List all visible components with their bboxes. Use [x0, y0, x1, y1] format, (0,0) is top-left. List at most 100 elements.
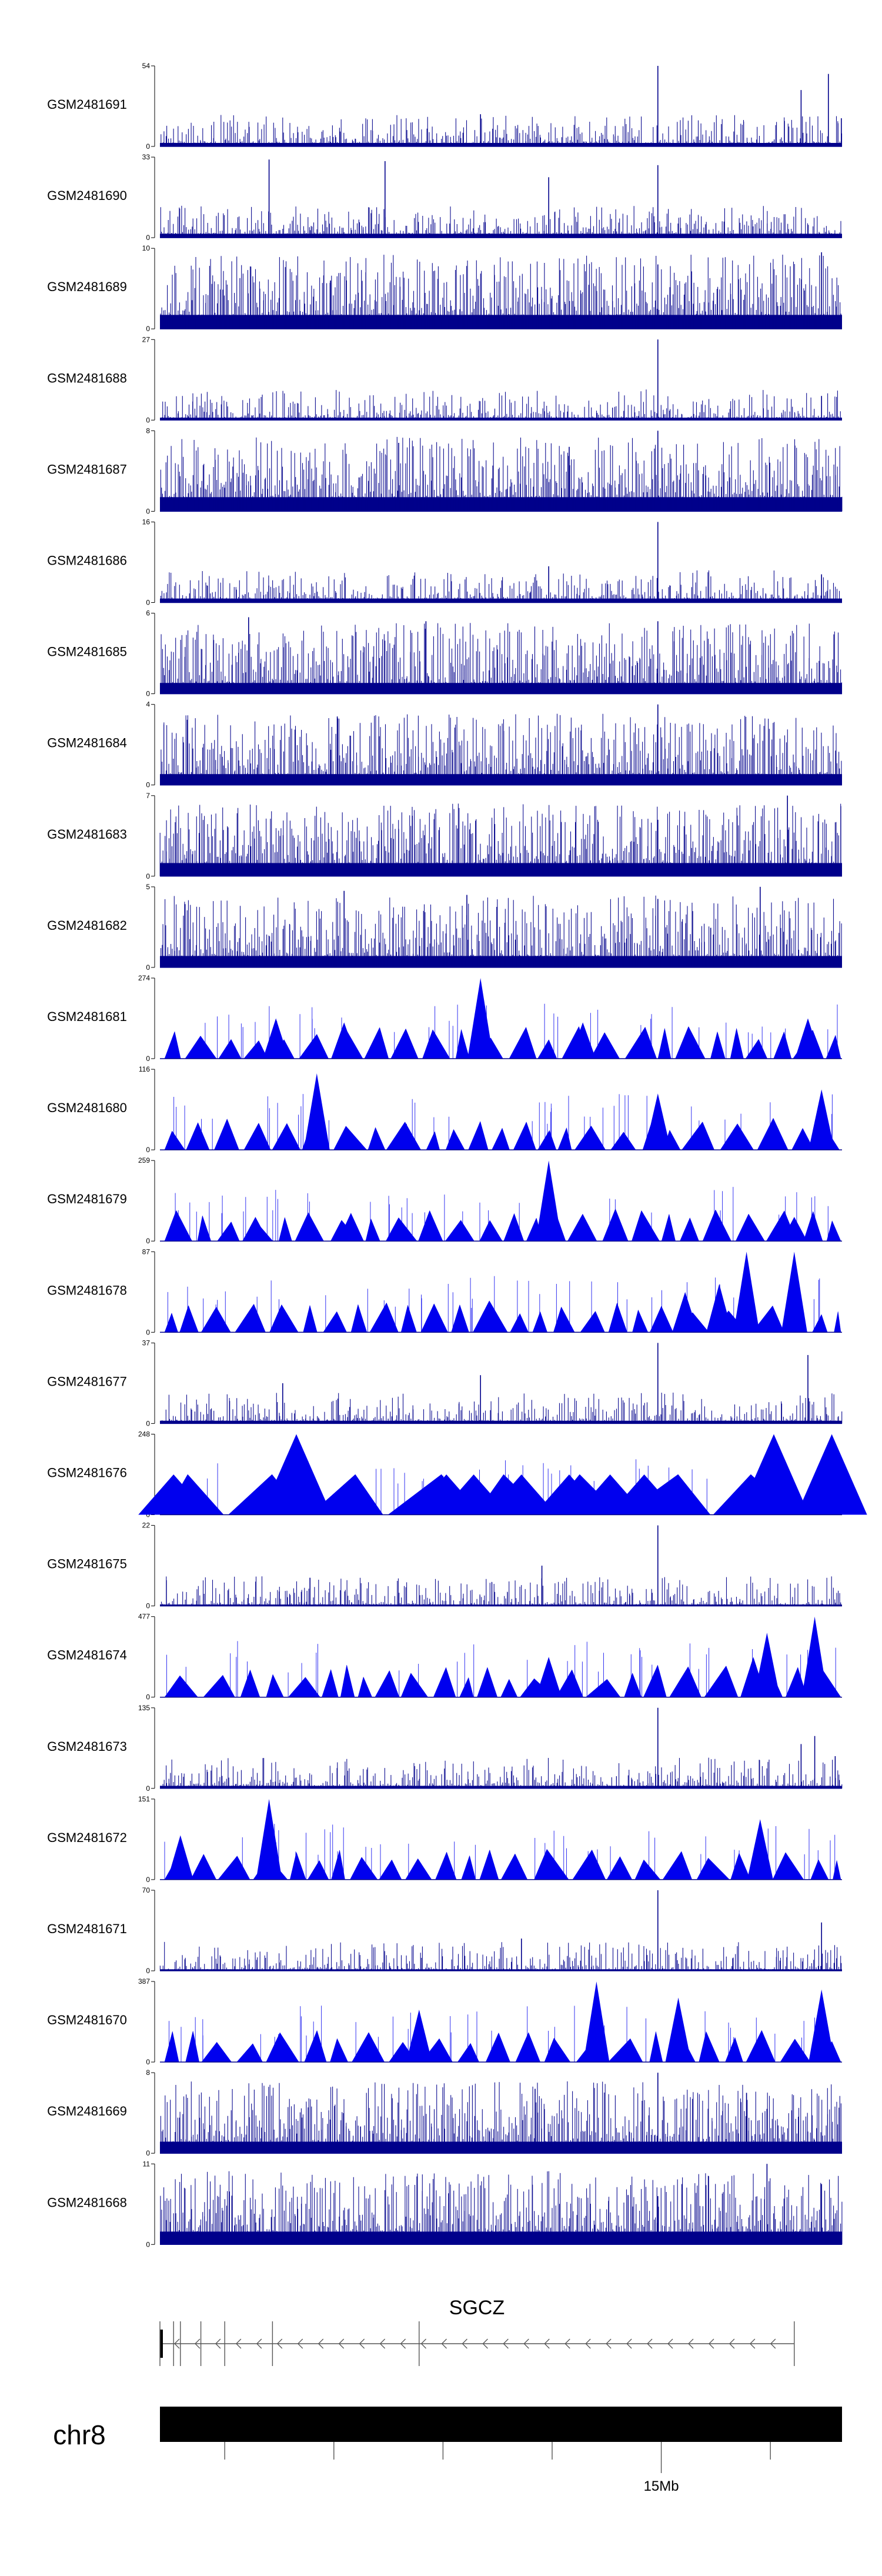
track-GSM2481671: GSM2481671 70 0 — [47, 1886, 842, 1975]
strand-arrow-icon — [318, 2338, 324, 2349]
y-min-label: 0 — [146, 142, 150, 151]
coverage-peak — [138, 1474, 209, 1515]
strand-arrow-icon — [749, 2338, 756, 2349]
strand-arrow-icon — [235, 2338, 242, 2349]
y-min-label: 0 — [146, 1784, 150, 1793]
track-GSM2481670: GSM2481670 387 0 — [47, 1977, 842, 2066]
track-GSM2481677: GSM2481677 37 0 — [47, 1339, 843, 1427]
y-max-label: 22 — [142, 1521, 151, 1530]
y-max-label: 248 — [138, 1430, 150, 1439]
track-label: GSM2481671 — [47, 1921, 127, 1936]
y-min-label: 0 — [146, 963, 150, 972]
y-min-label: 0 — [146, 1419, 150, 1427]
coverage-peak — [261, 1434, 332, 1515]
y-min-label: 0 — [146, 872, 150, 880]
track-GSM2481681: GSM2481681 274 0 — [47, 974, 842, 1063]
y-min-label: 0 — [146, 233, 150, 242]
track-label: GSM2481679 — [47, 1192, 127, 1206]
strand-arrow-icon — [215, 2338, 221, 2349]
coverage-peak — [781, 1217, 807, 1242]
strand-arrow-icon — [441, 2338, 447, 2349]
signal-baseline — [160, 497, 842, 512]
track-label: GSM2481689 — [47, 279, 127, 294]
track-label: GSM2481674 — [47, 1648, 127, 1663]
strand-arrow-icon — [503, 2338, 509, 2349]
gene-name-label: SGCZ — [449, 2297, 505, 2319]
track-GSM2481668: GSM2481668 11 0 — [47, 2160, 843, 2248]
coverage-tracks: GSM2481691540GSM2481690330GSM2481689100G… — [47, 62, 867, 2248]
track-GSM2481690: GSM2481690 33 0 — [47, 153, 842, 242]
track-GSM2481675: GSM2481675 22 0 — [47, 1521, 842, 1610]
strand-arrow-icon — [544, 2338, 550, 2349]
y-max-label: 8 — [146, 426, 150, 435]
gene-track: SGCZ — [159, 2297, 795, 2366]
coverage-peak — [739, 1434, 809, 1515]
y-min-label: 0 — [146, 1328, 150, 1336]
coverage-peak — [754, 1633, 780, 1697]
strand-arrow-icon — [667, 2338, 673, 2349]
signal-spikes — [161, 623, 843, 694]
signal-baseline — [160, 598, 842, 603]
track-GSM2481678: GSM2481678 87 0 — [47, 1247, 842, 1336]
signal-spikes — [161, 1392, 843, 1424]
track-GSM2481687: GSM2481687 8 0 — [47, 426, 843, 515]
coverage-peak — [808, 1989, 835, 2063]
signal-baseline — [160, 143, 842, 146]
track-GSM2481685: GSM2481685 6 0 — [47, 609, 843, 698]
y-max-label: 387 — [138, 1977, 150, 1986]
y-min-label: 0 — [146, 1967, 150, 1975]
strand-arrow-icon — [276, 2338, 283, 2349]
track-label: GSM2481687 — [47, 462, 127, 476]
coverage-peak — [795, 1018, 821, 1059]
track-label: GSM2481683 — [47, 827, 127, 842]
track-label: GSM2481681 — [47, 1009, 127, 1024]
strand-arrow-icon — [729, 2338, 735, 2349]
strand-arrow-icon — [564, 2338, 570, 2349]
track-label: GSM2481685 — [47, 645, 127, 659]
signal-baseline — [160, 956, 842, 967]
coverage-peak — [331, 1022, 358, 1059]
signal-spikes — [159, 1941, 842, 1971]
y-min-label: 0 — [146, 507, 150, 515]
y-max-label: 27 — [142, 335, 151, 343]
signal-spikes — [160, 1576, 841, 1606]
signal-spikes — [160, 2081, 841, 2154]
track-label: GSM2481680 — [47, 1100, 127, 1115]
signal-spikes — [161, 895, 842, 967]
y-max-label: 37 — [142, 1339, 151, 1347]
coverage-peak — [801, 1616, 828, 1697]
y-min-label: 0 — [146, 1237, 150, 1245]
track-label: GSM2481686 — [47, 553, 127, 568]
signal-spikes — [160, 389, 842, 421]
coverage-blocks — [164, 1117, 840, 1150]
chromosome-name-label: chr8 — [53, 2420, 105, 2450]
coverage-peak — [467, 978, 494, 1059]
track-GSM2481669: GSM2481669 8 0 — [47, 2068, 842, 2157]
coverage-peak — [536, 1160, 562, 1242]
strand-arrow-icon — [688, 2338, 694, 2349]
strand-arrow-icon — [523, 2338, 529, 2349]
coverage-peak — [747, 1819, 773, 1880]
track-label: GSM2481682 — [47, 918, 127, 933]
signal-baseline — [160, 418, 842, 421]
track-label: GSM2481690 — [47, 188, 127, 203]
signal-baseline — [160, 1786, 842, 1788]
signal-spikes — [161, 115, 843, 146]
coverage-blocks — [164, 2030, 841, 2063]
coverage-peak — [536, 1657, 562, 1697]
y-min-label: 0 — [146, 416, 150, 424]
coverage-peak — [706, 1284, 733, 1333]
track-label: GSM2481676 — [47, 1466, 127, 1480]
y-max-label: 477 — [138, 1613, 150, 1621]
strand-arrow-icon — [482, 2338, 488, 2349]
chromosome-bar — [160, 2407, 842, 2442]
signal-spikes — [173, 1094, 833, 1150]
strand-arrow-icon — [338, 2338, 345, 2349]
track-GSM2481679: GSM2481679 259 0 — [47, 1156, 842, 1245]
y-min-label: 0 — [146, 1146, 150, 1154]
coverage-peak — [303, 1073, 330, 1150]
coverage-peak — [644, 1093, 671, 1150]
signal-spikes — [160, 570, 842, 603]
track-GSM2481676: GSM24816762480 — [47, 1430, 867, 1519]
coverage-peak — [338, 1213, 364, 1242]
